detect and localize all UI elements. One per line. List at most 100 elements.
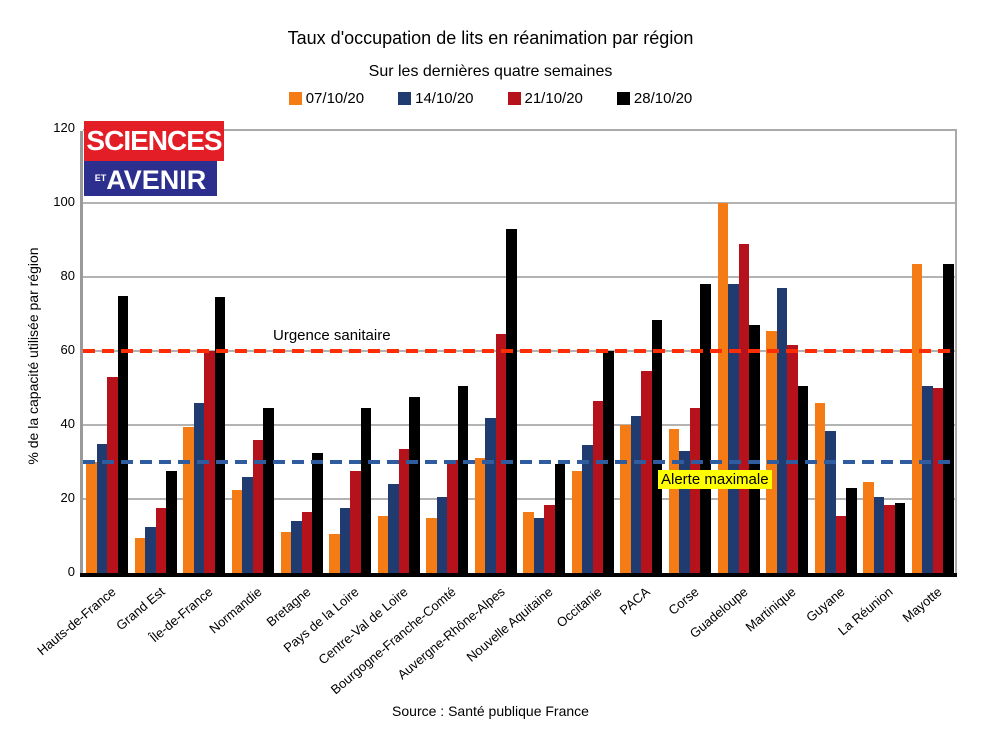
x-axis-line bbox=[80, 573, 957, 577]
bar-Bretagne-28-10-20 bbox=[312, 452, 323, 573]
y-tick-label: 20 bbox=[60, 490, 75, 505]
bar-Grand Est-21-10-20 bbox=[155, 508, 167, 573]
bar-PACA-07-10-20 bbox=[620, 425, 631, 573]
bar-Guadeloupe-07-10-20 bbox=[717, 203, 728, 573]
bar-Bretagne-21-10-20 bbox=[301, 511, 312, 573]
bar-Mayotte-21-10-20 bbox=[932, 388, 944, 573]
y-tick-label: 0 bbox=[67, 564, 75, 579]
bar-Occitanie-14-10-20 bbox=[582, 445, 593, 573]
bar-Nouvelle Aquitaine-14-10-20 bbox=[533, 517, 545, 573]
bar-Île-de-France-14-10-20 bbox=[193, 402, 205, 573]
y-axis-line bbox=[80, 131, 83, 573]
y-tick-label: 40 bbox=[60, 416, 75, 431]
legend-label: 07/10/20 bbox=[305, 90, 365, 107]
bar-La Réunion-14-10-20 bbox=[873, 497, 885, 573]
y-tick-label: 120 bbox=[53, 120, 75, 135]
chart-title: Taux d'occupation de lits en réanimation… bbox=[287, 28, 694, 48]
bar-Hauts-de-France-21-10-20 bbox=[107, 376, 118, 573]
bar-Grand Est-28-10-20 bbox=[166, 471, 177, 573]
bar-PACA-21-10-20 bbox=[641, 371, 652, 573]
bar-La Réunion-21-10-20 bbox=[884, 504, 895, 573]
bar-Corse-07-10-20 bbox=[668, 428, 680, 573]
bar-La Réunion-07-10-20 bbox=[863, 482, 874, 573]
bar-Occitanie-07-10-20 bbox=[571, 471, 583, 573]
bar-Bourgogne-Franche-Comté-07-10-20 bbox=[426, 517, 437, 573]
bar-Guyane-07-10-20 bbox=[814, 402, 826, 573]
annotation-alerte-maximale: Alerte maximale bbox=[658, 470, 772, 489]
bar-Corse-14-10-20 bbox=[679, 450, 690, 573]
gridline-20 bbox=[83, 498, 955, 500]
gridline-100 bbox=[83, 202, 955, 204]
refline-alerte bbox=[83, 460, 955, 464]
bar-Normandie-21-10-20 bbox=[252, 439, 264, 573]
bar-Mayotte-28-10-20 bbox=[943, 264, 954, 573]
bar-Bourgogne-Franche-Comté-28-10-20 bbox=[457, 386, 469, 573]
bar-Centre-Val de Loire-14-10-20 bbox=[388, 484, 399, 573]
y-tick-label: 80 bbox=[60, 268, 75, 283]
bar-La Réunion-28-10-20 bbox=[894, 502, 906, 573]
source-caption: Source : Santé publique France bbox=[392, 703, 589, 719]
bar-Auvergne-Rhône-Alpes-28-10-20 bbox=[506, 228, 517, 573]
bar-Martinique-14-10-20 bbox=[776, 288, 788, 573]
bar-Île-de-France-07-10-20 bbox=[183, 426, 194, 573]
bar-Nouvelle Aquitaine-21-10-20 bbox=[544, 504, 555, 573]
bar-Auvergne-Rhône-Alpes-21-10-20 bbox=[495, 334, 507, 573]
legend-swatch-icon bbox=[507, 92, 521, 105]
logo-avenir-text: ETAVENIR bbox=[84, 161, 217, 196]
bar-Bretagne-14-10-20 bbox=[291, 521, 302, 573]
bar-Centre-Val de Loire-21-10-20 bbox=[398, 449, 410, 573]
bar-Pays de la Loire-21-10-20 bbox=[350, 471, 361, 573]
legend-swatch-icon bbox=[288, 92, 302, 105]
bar-Auvergne-Rhône-Alpes-07-10-20 bbox=[474, 458, 486, 573]
annotation-urgence-sanitaire: Urgence sanitaire bbox=[273, 327, 391, 344]
bar-Bourgogne-Franche-Comté-21-10-20 bbox=[447, 460, 458, 573]
chart-subtitle: Sur les dernières quatre semaines bbox=[368, 63, 613, 80]
sciences-et-avenir-logo: SCIENCES ETAVENIR bbox=[84, 121, 224, 196]
legend-label: 21/10/20 bbox=[524, 90, 583, 107]
bar-Guadeloupe-28-10-20 bbox=[749, 325, 760, 573]
bar-Nouvelle Aquitaine-28-10-20 bbox=[554, 463, 566, 573]
legend-item-28-10-20: 28/10/20 bbox=[616, 90, 693, 107]
bar-Pays de la Loire-07-10-20 bbox=[329, 534, 340, 573]
bar-Guyane-14-10-20 bbox=[825, 430, 836, 573]
bar-Hauts-de-France-07-10-20 bbox=[86, 462, 97, 573]
bar-Corse-28-10-20 bbox=[700, 284, 711, 573]
bar-Occitanie-21-10-20 bbox=[592, 400, 604, 573]
legend-item-14-10-20: 14/10/20 bbox=[398, 90, 474, 107]
legend-label: 28/10/20 bbox=[633, 90, 693, 107]
bar-Guadeloupe-14-10-20 bbox=[728, 284, 739, 573]
legend-swatch-icon bbox=[398, 92, 412, 105]
bar-Nouvelle Aquitaine-07-10-20 bbox=[523, 511, 534, 573]
legend-swatch-icon bbox=[616, 92, 630, 105]
bar-Hauts-de-France-28-10-20 bbox=[117, 295, 129, 573]
bar-Île-de-France-28-10-20 bbox=[214, 297, 226, 573]
bar-Martinique-07-10-20 bbox=[766, 330, 777, 573]
chart-legend: 07/10/20 14/10/20 21/10/20 28/10/20 bbox=[0, 90, 981, 107]
logo-et-text: ET bbox=[94, 173, 107, 183]
y-tick-label: 60 bbox=[60, 342, 75, 357]
bar-Guyane-21-10-20 bbox=[835, 515, 847, 573]
bar-Pays de la Loire-28-10-20 bbox=[360, 408, 372, 573]
bar-Pays de la Loire-14-10-20 bbox=[339, 508, 351, 573]
bar-Normandie-07-10-20 bbox=[231, 489, 243, 573]
legend-label: 14/10/20 bbox=[415, 90, 474, 107]
legend-item-07-10-20: 07/10/20 bbox=[288, 90, 365, 107]
bar-Normandie-28-10-20 bbox=[263, 408, 274, 573]
bar-Centre-Val de Loire-28-10-20 bbox=[409, 397, 420, 573]
gridline-80 bbox=[83, 276, 955, 278]
bar-Grand Est-07-10-20 bbox=[134, 537, 146, 573]
bar-Normandie-14-10-20 bbox=[242, 476, 253, 573]
logo-sciences-text: SCIENCES bbox=[84, 121, 224, 161]
bar-Martinique-28-10-20 bbox=[797, 386, 809, 573]
refline-urgence bbox=[83, 349, 955, 353]
bar-Hauts-de-France-14-10-20 bbox=[96, 443, 108, 573]
bar-Mayotte-14-10-20 bbox=[922, 386, 933, 573]
gridline-40 bbox=[83, 424, 955, 426]
bar-Mayotte-07-10-20 bbox=[911, 264, 923, 573]
bar-Guyane-28-10-20 bbox=[846, 487, 857, 573]
bar-Martinique-21-10-20 bbox=[787, 345, 798, 573]
bar-Centre-Val de Loire-07-10-20 bbox=[377, 515, 389, 573]
bar-Grand Est-14-10-20 bbox=[145, 526, 156, 573]
bar-PACA-14-10-20 bbox=[630, 415, 642, 573]
